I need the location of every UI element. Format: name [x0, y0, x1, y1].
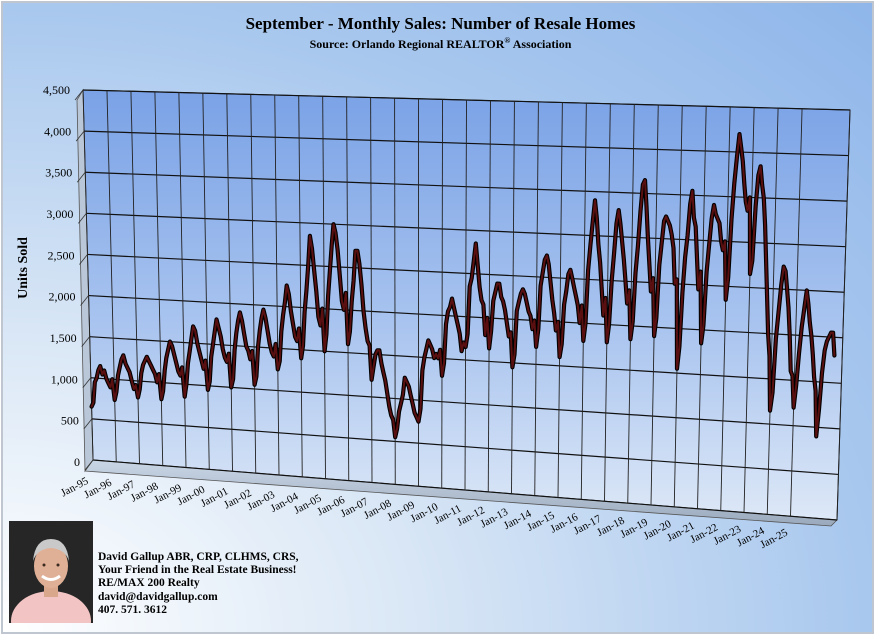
- y-tick-mark: [76, 171, 86, 183]
- x-gridline: [464, 99, 467, 491]
- contact-tagline: Your Friend in the Real Estate Business!: [98, 564, 297, 577]
- chart-subtitle-suffix: Association: [510, 37, 572, 51]
- contact-block: David Gallup ABR, CRP, CLHMS, CRS, Your …: [98, 551, 299, 617]
- y-axis-label: Units Sold: [16, 237, 31, 299]
- x-gridline: [487, 100, 491, 492]
- y-tick-label: 1,500: [50, 331, 77, 345]
- agent-photo: [9, 521, 93, 623]
- x-gridline: [178, 92, 187, 468]
- chart-subtitle: Source: Orlando Regional REALTOR® Associ…: [3, 36, 872, 52]
- y-tick-label: 1,000: [51, 372, 78, 386]
- x-gridline: [534, 101, 539, 496]
- x-gridline: [274, 94, 280, 476]
- x-gridline: [720, 106, 731, 511]
- y-tick-label: 4,000: [44, 124, 71, 138]
- y-tick-mark: [84, 459, 94, 471]
- x-gridline: [226, 93, 233, 472]
- x-gridline: [836, 109, 851, 521]
- x-gridline: [298, 95, 303, 477]
- x-gridline: [511, 101, 515, 494]
- chart-canvas: 0 500 1,000 1,500 2,000 2,500 3,000 3,500 4,000 4…: [16, 83, 851, 551]
- y-tick-mark: [80, 295, 89, 306]
- y-tick-label: 3,500: [45, 166, 72, 180]
- x-gridline: [154, 91, 164, 466]
- y-tick-mark: [81, 336, 90, 347]
- x-gridline: [580, 103, 587, 500]
- registered-mark: ®: [504, 36, 511, 45]
- x-gridline: [441, 99, 443, 489]
- y-tick-mark: [75, 130, 85, 142]
- x-gridline: [322, 96, 326, 479]
- x-gridline: [370, 97, 373, 483]
- series-line: [90, 133, 836, 439]
- x-gridline: [250, 94, 257, 474]
- y-tick-label: 0: [74, 455, 80, 469]
- x-gridline: [82, 89, 94, 461]
- y-tick-label: 500: [61, 414, 79, 428]
- y-tick-mark: [78, 213, 87, 224]
- y-tick-label: 2,500: [47, 248, 74, 262]
- y-tick-mark: [79, 254, 88, 265]
- contact-email[interactable]: david@davidgallup.com: [98, 590, 218, 603]
- chart-title: September - Monthly Sales: Number of Res…: [245, 14, 636, 33]
- contact-name: David Gallup ABR, CRP, CLHMS, CRS,: [98, 551, 299, 563]
- y-tick-label: 4,500: [43, 83, 70, 97]
- y-tick-mark: [83, 418, 93, 430]
- x-gridline: [743, 107, 755, 513]
- x-gridline: [130, 91, 140, 464]
- y-tick-mark: [74, 89, 84, 101]
- x-gridline: [766, 108, 779, 515]
- y-tick-label: 3,000: [46, 207, 73, 221]
- chart-subtitle-text: Source: Orlando Regional REALTOR: [309, 37, 505, 51]
- y-tick-mark: [82, 377, 92, 389]
- contact-company: RE/MAX 200 Realty: [98, 577, 200, 590]
- x-gridline: [557, 102, 563, 498]
- y-tick-label: 2,000: [49, 290, 76, 304]
- x-gridline: [790, 108, 803, 517]
- x-gridline: [202, 93, 210, 470]
- contact-phone: 407. 571. 3612: [98, 603, 167, 616]
- x-gridline: [346, 96, 350, 481]
